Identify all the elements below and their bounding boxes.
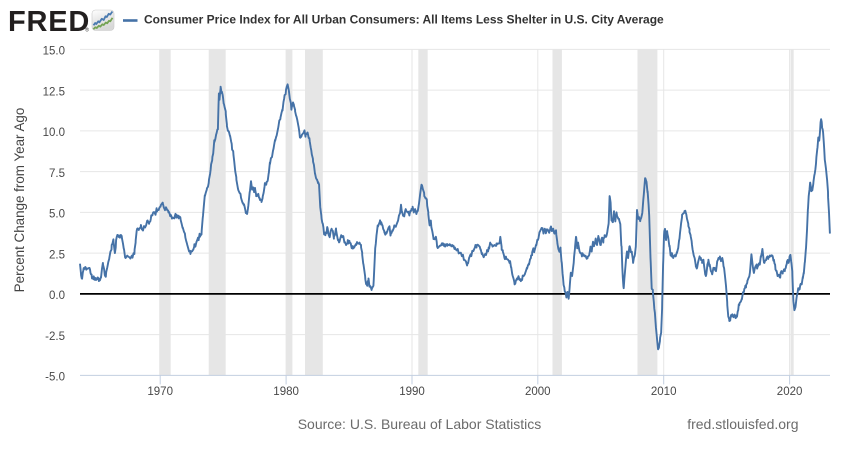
svg-text:5.0: 5.0 (49, 209, 65, 221)
svg-text:7.5: 7.5 (49, 168, 65, 180)
svg-text:Percent Change from Year Ago: Percent Change from Year Ago (12, 108, 27, 293)
svg-text:FRED: FRED (8, 6, 90, 38)
svg-text:2010: 2010 (651, 386, 677, 398)
svg-text:1980: 1980 (273, 386, 299, 398)
svg-text:1990: 1990 (399, 386, 425, 398)
svg-text:Source: U.S. Bureau of Labor S: Source: U.S. Bureau of Labor Statistics (298, 416, 542, 432)
svg-text:®: ® (85, 27, 89, 34)
svg-text:10.0: 10.0 (43, 127, 65, 139)
svg-text:2020: 2020 (777, 386, 803, 398)
svg-text:-5.0: -5.0 (45, 372, 65, 384)
svg-text:1970: 1970 (147, 386, 173, 398)
svg-text:0.0: 0.0 (49, 290, 65, 302)
svg-text:-2.5: -2.5 (45, 331, 65, 343)
svg-text:2000: 2000 (525, 386, 551, 398)
svg-text:12.5: 12.5 (43, 86, 65, 98)
svg-text:fred.stlouisfed.org: fred.stlouisfed.org (687, 416, 798, 432)
svg-text:2.5: 2.5 (49, 249, 65, 261)
svg-text:Consumer Price Index for All U: Consumer Price Index for All Urban Consu… (144, 13, 664, 27)
svg-text:15.0: 15.0 (43, 46, 65, 58)
